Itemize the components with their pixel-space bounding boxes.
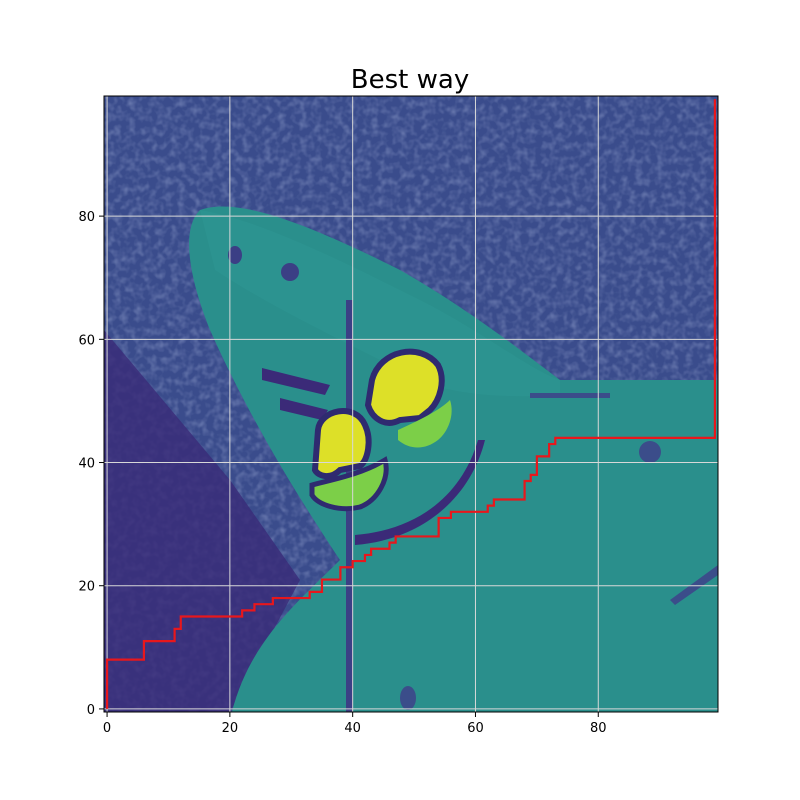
grid xyxy=(104,96,718,712)
y-tick-label: 20 xyxy=(78,580,95,595)
x-tick-label: 20 xyxy=(222,721,239,736)
x-tick-label: 60 xyxy=(467,721,484,736)
dark-spot xyxy=(639,441,661,463)
dark-region xyxy=(104,330,300,712)
bright-structure-lower-low xyxy=(309,456,389,512)
x-tick-label: 80 xyxy=(590,721,607,736)
y-tick-label: 60 xyxy=(78,333,95,348)
bright-structure-upper xyxy=(364,348,445,426)
x-tick-label: 40 xyxy=(344,721,361,736)
dark-arc-2 xyxy=(530,393,718,605)
y-axis: 0 20 40 60 80 xyxy=(78,210,104,718)
dark-spot xyxy=(400,686,416,710)
best-path-line xyxy=(105,99,717,709)
bright-structure-upper-low xyxy=(398,400,452,448)
teal-body-upper xyxy=(200,210,560,397)
x-tick-label: 0 xyxy=(103,721,111,736)
chart-title: Best way xyxy=(351,65,469,95)
y-tick-label: 0 xyxy=(87,703,95,718)
dark-spot xyxy=(228,246,242,264)
dark-stripes xyxy=(262,368,330,420)
dark-spot xyxy=(281,263,299,281)
dark-arc xyxy=(355,440,485,545)
x-axis: 0 20 40 60 80 xyxy=(103,712,607,736)
bright-structure-lower xyxy=(311,408,372,479)
axes-frame xyxy=(103,95,719,713)
y-tick-label: 40 xyxy=(78,457,95,472)
y-tick-label: 80 xyxy=(78,210,95,225)
heatmap-image xyxy=(104,96,718,712)
